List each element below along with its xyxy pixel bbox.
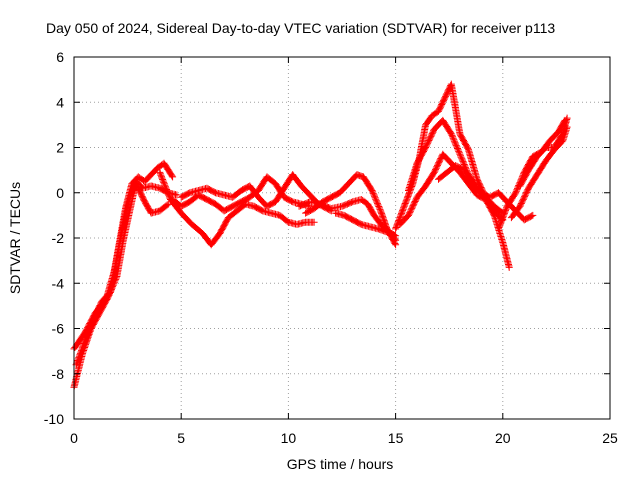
x-tick-label: 5: [177, 430, 185, 446]
y-tick-label: 4: [56, 94, 64, 110]
data-series-12: [396, 150, 513, 271]
y-tick-label: 6: [56, 49, 64, 65]
y-tick-label: -4: [52, 275, 65, 291]
data-marker-path: [156, 168, 318, 249]
x-tick-label: 0: [70, 430, 78, 446]
x-tick-label: 20: [495, 430, 511, 446]
y-tick-label: 2: [56, 140, 64, 156]
x-tick-label: 15: [388, 430, 404, 446]
y-tick-label: -2: [52, 230, 65, 246]
y-tick-label: -6: [52, 321, 65, 337]
data-series-4: [156, 168, 318, 249]
y-axis-label: SDTVAR / TECUs: [7, 182, 23, 294]
data-series-16: [516, 114, 571, 190]
data-marker-path: [516, 114, 571, 190]
y-tick-label: 0: [56, 185, 64, 201]
y-tick-label: -10: [44, 411, 64, 427]
axis-ticks: 0 5 10 15 20 25 -10 -8 -6 -4 -2 0 2 4 6: [44, 49, 618, 446]
data-series-13: [435, 162, 537, 224]
x-tick-label: 25: [602, 430, 618, 446]
data-series-9: [332, 209, 400, 240]
data-marker-path: [396, 150, 513, 271]
x-axis-label: GPS time / hours: [287, 456, 394, 472]
x-tick-label: 10: [281, 430, 297, 446]
y-tick-label: -8: [52, 366, 65, 382]
data-marker-path: [332, 209, 400, 240]
chart-title: Day 050 of 2024, Sidereal Day-to-day VTE…: [46, 20, 555, 36]
data-marker-path: [435, 162, 537, 224]
